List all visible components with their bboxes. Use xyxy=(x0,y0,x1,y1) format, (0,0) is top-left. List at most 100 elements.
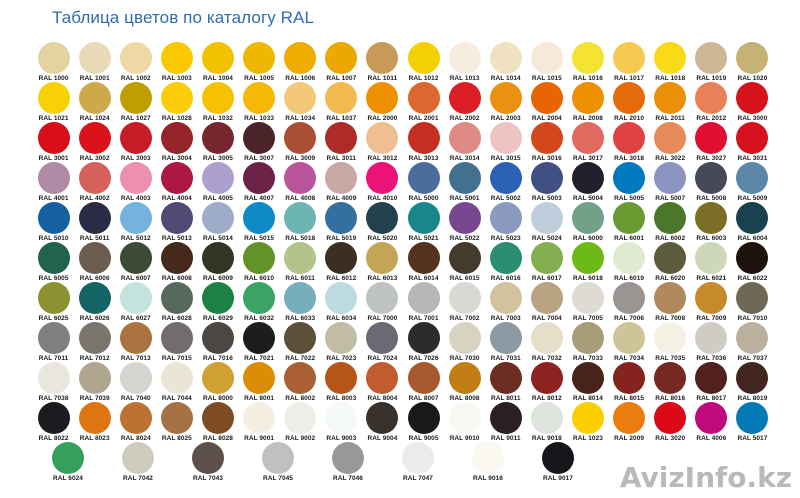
swatch-color-dot[interactable] xyxy=(407,82,440,114)
swatch-color-dot[interactable] xyxy=(695,202,728,234)
color-swatch-ral-2004[interactable]: RAL 2004 xyxy=(526,82,567,122)
color-swatch-ral-5007[interactable]: RAL 5007 xyxy=(650,162,691,202)
color-swatch-ral-1017[interactable]: RAL 1017 xyxy=(609,42,650,82)
color-swatch-ral-7005[interactable]: RAL 7005 xyxy=(567,282,608,322)
swatch-color-dot[interactable] xyxy=(489,242,522,274)
color-swatch-ral-8016[interactable]: RAL 8016 xyxy=(650,362,691,402)
swatch-color-dot[interactable] xyxy=(654,202,687,234)
swatch-color-dot[interactable] xyxy=(695,242,728,274)
swatch-color-dot[interactable] xyxy=(201,242,234,274)
swatch-color-dot[interactable] xyxy=(489,162,522,194)
color-swatch-ral-8022[interactable]: RAL 8022 xyxy=(33,402,74,442)
color-swatch-ral-9018[interactable]: RAL 9018 xyxy=(526,402,567,442)
swatch-color-dot[interactable] xyxy=(284,322,317,354)
color-swatch-ral-8028[interactable]: RAL 8028 xyxy=(197,402,238,442)
swatch-color-dot[interactable] xyxy=(695,322,728,354)
swatch-color-dot[interactable] xyxy=(262,442,294,474)
swatch-color-dot[interactable] xyxy=(119,42,152,74)
swatch-color-dot[interactable] xyxy=(613,322,646,354)
color-swatch-ral-7006[interactable]: RAL 7006 xyxy=(609,282,650,322)
color-swatch-ral-1018[interactable]: RAL 1018 xyxy=(650,42,691,82)
swatch-color-dot[interactable] xyxy=(530,162,563,194)
swatch-color-dot[interactable] xyxy=(530,122,563,154)
color-swatch-ral-8007[interactable]: RAL 8007 xyxy=(403,362,444,402)
color-swatch-ral-6022[interactable]: RAL 6022 xyxy=(732,242,773,282)
color-swatch-ral-6027[interactable]: RAL 6027 xyxy=(115,282,156,322)
color-swatch-ral-1028[interactable]: RAL 1028 xyxy=(156,82,197,122)
color-swatch-ral-3014[interactable]: RAL 3014 xyxy=(444,122,485,162)
swatch-color-dot[interactable] xyxy=(192,442,224,474)
color-swatch-ral-1005[interactable]: RAL 1005 xyxy=(239,42,280,82)
color-swatch-ral-8008[interactable]: RAL 8008 xyxy=(444,362,485,402)
color-swatch-ral-3020[interactable]: RAL 3020 xyxy=(650,402,691,442)
swatch-color-dot[interactable] xyxy=(695,362,728,394)
color-swatch-ral-5011[interactable]: RAL 5011 xyxy=(74,202,115,242)
swatch-color-dot[interactable] xyxy=(243,122,276,154)
swatch-color-dot[interactable] xyxy=(201,322,234,354)
color-swatch-ral-5002[interactable]: RAL 5002 xyxy=(485,162,526,202)
color-swatch-ral-2000[interactable]: RAL 2000 xyxy=(362,82,403,122)
color-swatch-ral-4008[interactable]: RAL 4008 xyxy=(280,162,321,202)
swatch-color-dot[interactable] xyxy=(284,402,317,434)
color-swatch-ral-1032[interactable]: RAL 1032 xyxy=(197,82,238,122)
color-swatch-ral-7032[interactable]: RAL 7032 xyxy=(526,322,567,362)
swatch-color-dot[interactable] xyxy=(284,122,317,154)
color-swatch-ral-6029[interactable]: RAL 6029 xyxy=(197,282,238,322)
color-swatch-ral-6019[interactable]: RAL 6019 xyxy=(609,242,650,282)
color-swatch-ral-1027[interactable]: RAL 1027 xyxy=(115,82,156,122)
color-swatch-ral-1033[interactable]: RAL 1033 xyxy=(239,82,280,122)
swatch-color-dot[interactable] xyxy=(325,322,358,354)
swatch-color-dot[interactable] xyxy=(366,162,399,194)
swatch-color-dot[interactable] xyxy=(613,202,646,234)
swatch-color-dot[interactable] xyxy=(243,162,276,194)
swatch-color-dot[interactable] xyxy=(366,322,399,354)
swatch-color-dot[interactable] xyxy=(37,242,70,274)
color-swatch-ral-1014[interactable]: RAL 1014 xyxy=(485,42,526,82)
swatch-color-dot[interactable] xyxy=(243,82,276,114)
swatch-color-dot[interactable] xyxy=(695,402,728,434)
swatch-color-dot[interactable] xyxy=(571,42,604,74)
color-swatch-ral-6011[interactable]: RAL 6011 xyxy=(280,242,321,282)
color-swatch-ral-6016[interactable]: RAL 6016 xyxy=(485,242,526,282)
swatch-color-dot[interactable] xyxy=(37,162,70,194)
swatch-color-dot[interactable] xyxy=(571,402,604,434)
swatch-color-dot[interactable] xyxy=(736,362,769,394)
swatch-color-dot[interactable] xyxy=(243,402,276,434)
swatch-color-dot[interactable] xyxy=(472,442,504,474)
swatch-color-dot[interactable] xyxy=(78,122,111,154)
color-swatch-ral-6025[interactable]: RAL 6025 xyxy=(33,282,74,322)
color-swatch-ral-4009[interactable]: RAL 4009 xyxy=(321,162,362,202)
swatch-color-dot[interactable] xyxy=(37,282,70,314)
color-swatch-ral-5000[interactable]: RAL 5000 xyxy=(403,162,444,202)
color-swatch-ral-5022[interactable]: RAL 5022 xyxy=(444,202,485,242)
color-swatch-ral-8001[interactable]: RAL 8001 xyxy=(239,362,280,402)
color-swatch-ral-1024[interactable]: RAL 1024 xyxy=(74,82,115,122)
swatch-color-dot[interactable] xyxy=(530,402,563,434)
swatch-color-dot[interactable] xyxy=(37,122,70,154)
swatch-color-dot[interactable] xyxy=(325,202,358,234)
swatch-color-dot[interactable] xyxy=(284,42,317,74)
swatch-color-dot[interactable] xyxy=(284,362,317,394)
swatch-color-dot[interactable] xyxy=(736,282,769,314)
color-swatch-ral-9005[interactable]: RAL 9005 xyxy=(403,402,444,442)
swatch-color-dot[interactable] xyxy=(613,362,646,394)
color-swatch-ral-5013[interactable]: RAL 5013 xyxy=(156,202,197,242)
swatch-color-dot[interactable] xyxy=(201,202,234,234)
swatch-color-dot[interactable] xyxy=(78,202,111,234)
color-swatch-ral-7015[interactable]: RAL 7015 xyxy=(156,322,197,362)
swatch-color-dot[interactable] xyxy=(160,242,193,274)
color-swatch-ral-7046[interactable]: RAL 7046 xyxy=(313,442,383,482)
color-swatch-ral-6008[interactable]: RAL 6008 xyxy=(156,242,197,282)
color-swatch-ral-6005[interactable]: RAL 6005 xyxy=(33,242,74,282)
swatch-color-dot[interactable] xyxy=(243,242,276,274)
color-swatch-ral-7011[interactable]: RAL 7011 xyxy=(33,322,74,362)
swatch-color-dot[interactable] xyxy=(201,282,234,314)
swatch-color-dot[interactable] xyxy=(78,322,111,354)
swatch-color-dot[interactable] xyxy=(448,162,481,194)
color-swatch-ral-4010[interactable]: RAL 4010 xyxy=(362,162,403,202)
swatch-color-dot[interactable] xyxy=(325,122,358,154)
color-swatch-ral-1037[interactable]: RAL 1037 xyxy=(321,82,362,122)
swatch-color-dot[interactable] xyxy=(37,402,70,434)
swatch-color-dot[interactable] xyxy=(402,442,434,474)
swatch-color-dot[interactable] xyxy=(613,242,646,274)
